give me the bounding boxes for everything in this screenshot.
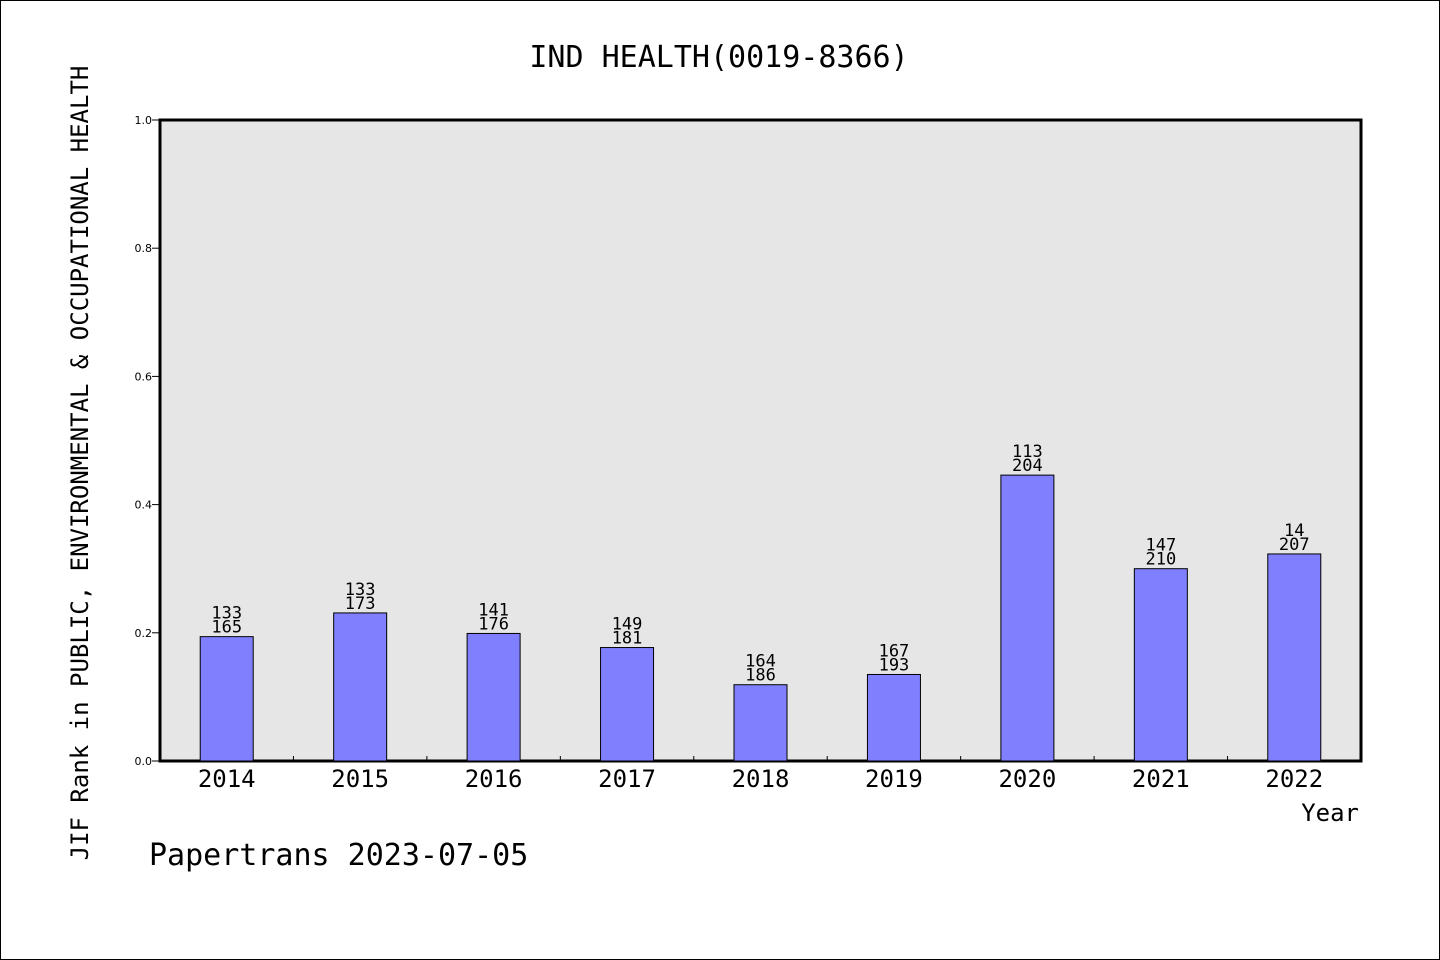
bar-label-top: 164 bbox=[745, 652, 776, 672]
bar-label-top: 14 bbox=[1284, 521, 1304, 541]
x-tick-label: 2018 bbox=[732, 765, 790, 793]
x-tick-label: 2022 bbox=[1265, 765, 1323, 793]
bar-label-top: 149 bbox=[612, 615, 643, 635]
bar-label-top: 141 bbox=[478, 600, 509, 620]
bar bbox=[600, 647, 655, 762]
x-tick-label: 2016 bbox=[465, 765, 523, 793]
y-tick-label: 0.2 bbox=[135, 627, 153, 640]
bar-label-bottom: 186 bbox=[745, 666, 776, 686]
bar-label-bottom: 207 bbox=[1279, 535, 1310, 555]
bar bbox=[733, 684, 788, 762]
x-tick-label: 2019 bbox=[865, 765, 923, 793]
bar-label-bottom: 204 bbox=[1012, 456, 1043, 476]
y-tick-label: 1.0 bbox=[135, 114, 153, 127]
bar bbox=[466, 632, 521, 762]
y-tick-label: 0.0 bbox=[135, 755, 153, 768]
y-axis-label: JIF Rank in PUBLIC, ENVIRONMENTAL & OCCU… bbox=[66, 66, 94, 861]
bar bbox=[199, 636, 254, 762]
bar-label-bottom: 173 bbox=[345, 594, 376, 614]
bar-label-bottom: 193 bbox=[879, 655, 910, 675]
bar-label-bottom: 176 bbox=[478, 614, 509, 634]
x-axis-label: Year bbox=[1301, 799, 1359, 827]
bar bbox=[1267, 553, 1322, 762]
chart-title: IND HEALTH(0019-8366) bbox=[529, 40, 908, 75]
bar-label-top: 113 bbox=[1012, 442, 1043, 462]
x-axis: 2014 2015 2016 2017 2018 2019 2020 2021 2022 bbox=[198, 756, 1323, 793]
x-tick-label: 2021 bbox=[1132, 765, 1190, 793]
x-tick-label: 2015 bbox=[331, 765, 389, 793]
x-tick-label: 2014 bbox=[198, 765, 256, 793]
bar-label-top: 167 bbox=[879, 641, 910, 661]
bar-label-top: 147 bbox=[1145, 536, 1176, 556]
y-tick-label: 0.6 bbox=[135, 370, 153, 383]
x-tick-label: 2020 bbox=[998, 765, 1056, 793]
bar-label-top: 133 bbox=[345, 580, 376, 600]
bar bbox=[1133, 568, 1188, 762]
bar bbox=[333, 612, 388, 762]
y-tick-label: 0.4 bbox=[135, 499, 153, 512]
footer-note: Papertrans 2023-07-05 bbox=[149, 838, 528, 873]
bar bbox=[1000, 474, 1055, 762]
x-tick-label: 2017 bbox=[598, 765, 656, 793]
bar-label-bottom: 165 bbox=[211, 618, 242, 638]
bar-label-bottom: 210 bbox=[1145, 550, 1176, 570]
bar bbox=[866, 673, 921, 762]
bar-label-bottom: 181 bbox=[612, 629, 643, 649]
y-axis: 0.0 0.2 0.4 0.6 0.8 1.0 bbox=[135, 114, 160, 768]
bar-label-top: 133 bbox=[211, 604, 242, 624]
y-tick-label: 0.8 bbox=[135, 242, 153, 255]
